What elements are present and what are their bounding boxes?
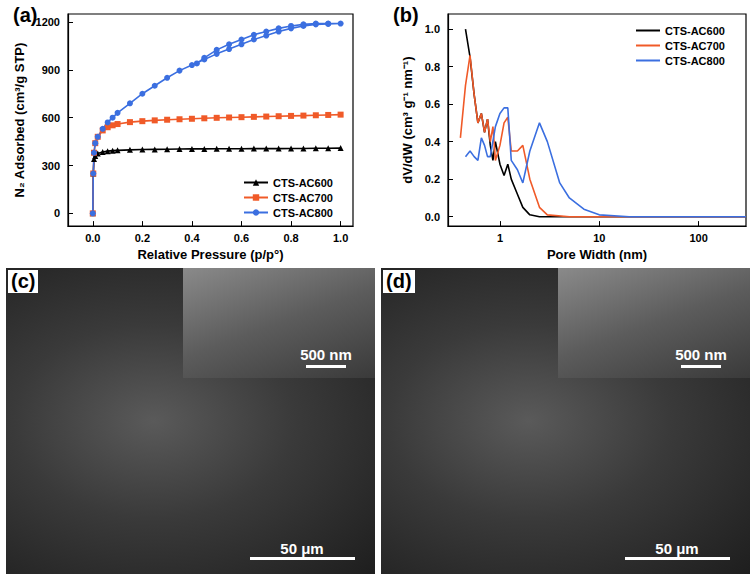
svg-text:0.4: 0.4 [425, 136, 441, 148]
svg-text:Pore Width (nm): Pore Width (nm) [547, 247, 647, 262]
svg-text:0: 0 [54, 207, 60, 219]
svg-text:N₂ Adsorbed (cm³/g STP): N₂ Adsorbed (cm³/g STP) [12, 43, 27, 198]
svg-text:Relative Pressure (p/p°): Relative Pressure (p/p°) [137, 247, 283, 262]
svg-text:0.2: 0.2 [135, 232, 150, 244]
html-text:50 μm: 50 μm [655, 540, 699, 557]
svg-text:0.6: 0.6 [234, 232, 249, 244]
svg-text:1200: 1200 [36, 16, 60, 28]
svg-text:(a): (a) [13, 4, 37, 26]
svg-text:0.0: 0.0 [85, 232, 100, 244]
svg-text:CTS-AC800: CTS-AC800 [665, 55, 725, 67]
svg-text:0.2: 0.2 [425, 173, 440, 185]
html-text:500 nm: 500 nm [675, 346, 727, 364]
svg-text:1.0: 1.0 [425, 23, 440, 35]
svg-text:CTS-AC800: CTS-AC800 [273, 207, 333, 219]
svg-text:CTS-AC600: CTS-AC600 [665, 25, 725, 37]
svg-text:CTS-AC700: CTS-AC700 [273, 192, 333, 204]
svg-text:0.0: 0.0 [425, 211, 440, 223]
svg-text:0.8: 0.8 [425, 61, 440, 73]
svg-text:0.8: 0.8 [283, 232, 298, 244]
svg-text:900: 900 [42, 64, 60, 76]
svg-text:dV/dW (cm³ g⁻¹ nm⁻¹): dV/dW (cm³ g⁻¹ nm⁻¹) [400, 56, 415, 183]
html-text:50 μm: 50 μm [280, 540, 324, 557]
svg-text:600: 600 [42, 112, 60, 124]
html-text:(c): (c) [11, 270, 36, 292]
svg-text:10: 10 [593, 232, 605, 244]
html-text:(d): (d) [386, 270, 412, 292]
svg-text:300: 300 [42, 160, 60, 172]
svg-text:1: 1 [497, 232, 503, 244]
svg-text:(b): (b) [393, 4, 419, 26]
svg-text:CTS-AC700: CTS-AC700 [665, 40, 725, 52]
svg-text:0.6: 0.6 [425, 98, 440, 110]
html-text:500 nm: 500 nm [300, 346, 352, 364]
svg-text:1.0: 1.0 [333, 232, 348, 244]
svg-text:CTS-AC600: CTS-AC600 [273, 177, 333, 189]
svg-text:0.4: 0.4 [184, 232, 200, 244]
svg-text:100: 100 [689, 232, 707, 244]
